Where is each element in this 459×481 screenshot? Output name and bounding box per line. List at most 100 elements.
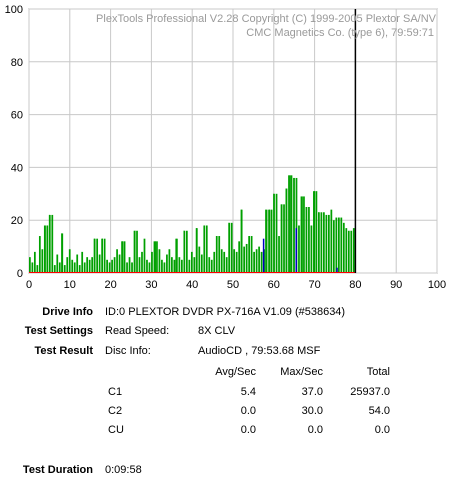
c1-bar: [350, 230, 353, 273]
c1-bar: [260, 251, 263, 273]
error-rate-chart: 0 20 40 60 80 100 0 10 20 30 40 50 60 70 80 90 100 Plex…: [5, 4, 447, 291]
c1-bar: [223, 251, 226, 273]
row-c2-max: 30.0: [301, 405, 323, 417]
c1-bars: [29, 175, 355, 273]
read-speed-value: 8X CLV: [198, 325, 236, 337]
c1-bar: [51, 214, 54, 273]
test-duration-label: Test Duration: [22, 464, 93, 476]
c1-bar: [141, 251, 143, 273]
drive-info-value: ID:0 PLEXTOR DVDR PX-716A V1.09 (#538634…: [105, 306, 346, 318]
c1-bar: [185, 230, 188, 273]
c1-bar: [66, 257, 69, 273]
c1-bar: [148, 262, 151, 273]
c1-bar: [290, 175, 293, 273]
c1-bar: [265, 209, 268, 273]
row-c1-avg: 5.4: [240, 386, 256, 398]
c1-bar: [81, 251, 84, 273]
y-tick-label: 80: [11, 57, 23, 69]
c1-bar: [255, 249, 258, 273]
c1-bar: [342, 222, 345, 273]
test-settings-label: Test Settings: [24, 325, 93, 337]
c1-bar: [63, 265, 66, 273]
c1-bar: [245, 243, 248, 273]
c1-bar: [158, 249, 161, 273]
c1-bar: [268, 209, 270, 273]
c1-bar: [168, 249, 171, 273]
c1-bar: [91, 257, 94, 273]
disc-info-value: AudioCD , 79:53.68 MSF: [198, 345, 321, 357]
c1-bar: [38, 236, 41, 273]
c1-bar: [53, 265, 56, 273]
c1-bar: [29, 257, 31, 273]
c1-bar: [180, 259, 183, 273]
c1-bar: [68, 249, 71, 273]
c1-bar: [108, 262, 111, 273]
c1-bar: [288, 175, 290, 273]
c1-bar: [283, 204, 285, 273]
row-c1-total: 25937.0: [350, 386, 390, 398]
c1-bar: [220, 249, 223, 273]
c1-bar: [210, 259, 213, 273]
c1-bar: [190, 251, 193, 273]
x-tick-label: 100: [428, 279, 446, 291]
y-tick-label: 20: [11, 215, 23, 227]
c1-bar: [153, 241, 156, 273]
row-cu-total: 0.0: [374, 424, 390, 436]
c1-bar: [131, 262, 133, 273]
c1-bar: [335, 217, 338, 273]
c1-bar: [118, 254, 121, 273]
c1-bar: [128, 257, 131, 273]
c1-bar: [121, 241, 123, 273]
c1-bar: [230, 222, 233, 273]
c1-bar: [250, 236, 253, 273]
y-tick-label: 0: [17, 268, 23, 280]
drive-info-label: Drive Info: [42, 306, 93, 318]
c1-bar: [116, 249, 118, 273]
c1-bar: [218, 236, 221, 273]
row-cu-max: 0.0: [307, 424, 323, 436]
watermark-line1: PlexTools Professional V2.28 Copyright (…: [96, 13, 437, 25]
test-result-label: Test Result: [34, 345, 93, 357]
y-tick-label: 100: [5, 4, 23, 16]
row-c2-name: C2: [108, 405, 123, 417]
c1-bar: [308, 207, 310, 273]
c1-bar: [352, 228, 355, 273]
c1-bar: [238, 241, 241, 273]
disc-info-label: Disc Info:: [105, 345, 151, 357]
x-tick-label: 80: [349, 279, 361, 291]
c1-bar: [166, 254, 168, 273]
c1-bar: [200, 254, 203, 273]
y-tick-labels: 0 20 40 60 80 100: [5, 4, 23, 280]
c1-bar: [325, 214, 328, 273]
c1-bar: [270, 209, 273, 273]
y-tick-label: 60: [11, 110, 23, 122]
c1-bar: [41, 249, 44, 273]
c1-bar: [330, 209, 333, 273]
c1-bar: [278, 236, 280, 273]
row-c2-total: 54.0: [368, 405, 390, 417]
row-c2-avg: 0.0: [240, 405, 256, 417]
c1-bar: [106, 259, 108, 273]
c1-bar: [88, 259, 91, 273]
c1-bar: [46, 225, 49, 273]
c1-bar: [313, 191, 315, 273]
c1-bar: [73, 262, 76, 273]
c1-bar: [298, 225, 300, 273]
c1-bar: [113, 257, 116, 273]
c1-bar: [340, 217, 343, 273]
row-cu-avg: 0.0: [240, 424, 256, 436]
c1-bar: [253, 251, 255, 273]
chart-grid: [28, 8, 438, 274]
c1-bar: [310, 225, 313, 273]
c1-bar: [303, 196, 305, 273]
header-avg: Avg/Sec: [215, 366, 256, 378]
c1-bar: [225, 257, 228, 273]
c1-bar: [133, 230, 136, 273]
x-tick-label: 20: [104, 279, 116, 291]
c1-bar: [300, 196, 303, 273]
c1-bar: [327, 214, 330, 273]
c1-bar: [71, 259, 74, 273]
c1-bar: [275, 193, 278, 273]
c1-bar: [161, 259, 163, 273]
row-c1-max: 37.0: [301, 386, 323, 398]
